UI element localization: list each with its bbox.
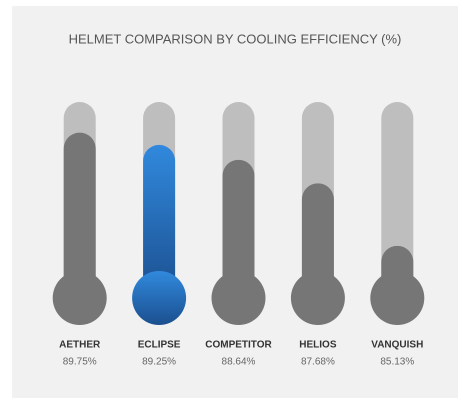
category-label: ECLIPSE xyxy=(138,340,181,351)
category-label: AETHER xyxy=(59,340,101,351)
bulb xyxy=(370,271,425,325)
bar xyxy=(222,159,255,298)
category-label: VANQUISH xyxy=(371,340,423,351)
value-label: 88.64% xyxy=(222,357,256,368)
bulb xyxy=(211,271,266,325)
chart-title: HELMET COMPARISON BY COOLING EFFICIENCY … xyxy=(69,31,402,46)
bulb xyxy=(132,271,187,325)
value-label: 85.13% xyxy=(380,357,414,368)
value-label: 87.68% xyxy=(301,357,335,368)
bar xyxy=(63,132,96,298)
value-label: 89.75% xyxy=(63,357,97,368)
category-label: HELIOS xyxy=(299,340,337,351)
bar xyxy=(301,183,334,298)
bulb xyxy=(290,271,345,325)
bar xyxy=(143,144,176,298)
value-label: 89.25% xyxy=(142,357,176,368)
category-label: COMPETITOR xyxy=(205,340,272,351)
bulb xyxy=(52,271,107,325)
